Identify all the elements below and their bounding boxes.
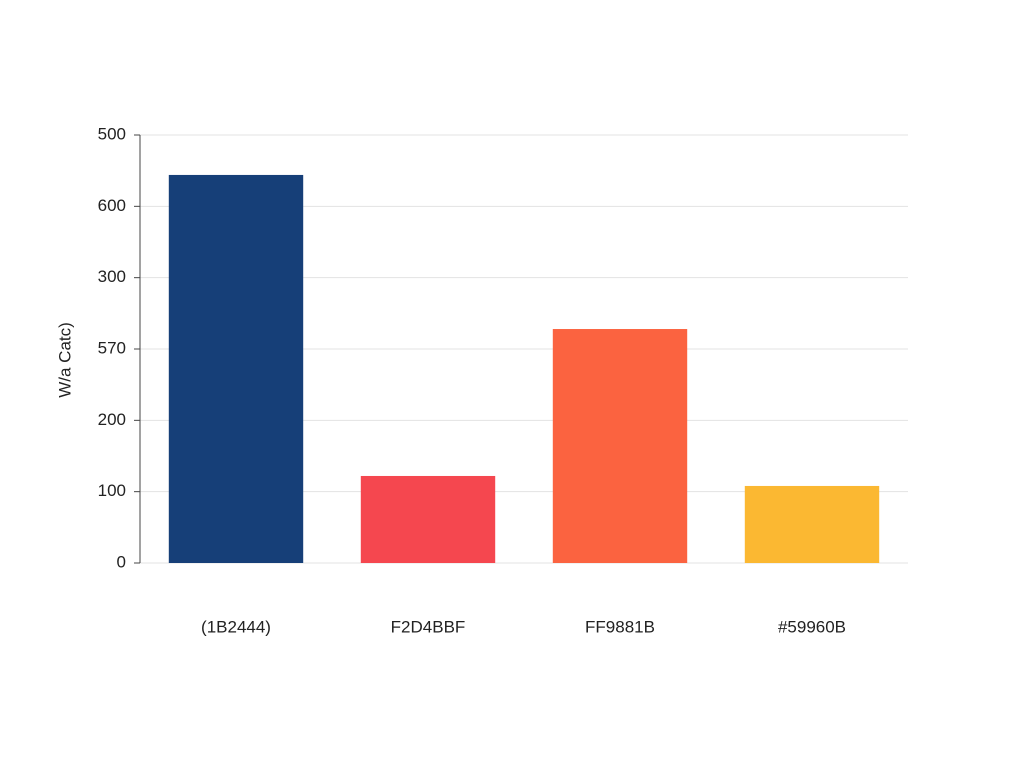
y-tick-label: 300: [98, 267, 126, 286]
bar: [744, 485, 880, 563]
y-tick-label: 0: [117, 552, 126, 571]
x-tick-label: (1B2444): [201, 617, 271, 636]
x-tick-label: #59960B: [778, 617, 846, 636]
y-tick-label: 100: [98, 481, 126, 500]
bar: [360, 475, 496, 563]
y-axis-label: W/a Catc): [55, 322, 74, 398]
y-tick-label: 570: [98, 338, 126, 357]
y-tick-label: 200: [98, 410, 126, 429]
x-tick-label: F2D4BBF: [391, 617, 466, 636]
bar: [552, 329, 688, 563]
y-tick-label: 600: [98, 196, 126, 215]
bar: [168, 174, 304, 564]
y-tick-label: 500: [98, 124, 126, 143]
x-tick-label: FF9881B: [585, 617, 655, 636]
